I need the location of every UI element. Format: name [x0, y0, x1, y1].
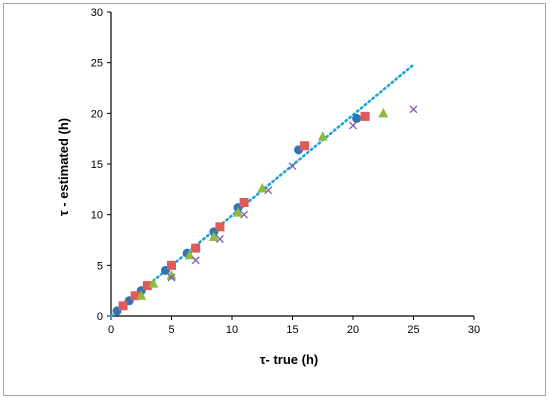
data-point-triangle: [208, 231, 219, 241]
y-tick-label: 30: [91, 7, 103, 19]
x-axis-title: τ- true (h): [260, 352, 319, 367]
y-tick-label: 15: [91, 159, 103, 171]
data-point-triangle: [136, 290, 147, 300]
data-point-square: [215, 222, 225, 232]
data-point-x: [288, 162, 297, 170]
data-point-square: [130, 291, 140, 301]
x-tick-label: 30: [468, 324, 480, 336]
tick-labels: 0 5 10 15 20 25 30 0 5 10 15 20 25 30: [91, 7, 480, 336]
data-point-x: [264, 186, 273, 195]
data-point-square: [191, 243, 201, 253]
y-tick-label: 10: [91, 210, 103, 222]
data-point-triangle: [257, 182, 268, 193]
x-tick-label: 5: [168, 324, 174, 336]
data-point-square: [167, 260, 176, 270]
data-point-x: [215, 235, 224, 243]
data-point-square: [360, 111, 370, 121]
y-tick-label: 20: [91, 108, 103, 120]
data-point-square: [118, 301, 128, 311]
data-point-triangle: [378, 107, 389, 118]
scatter-plot: 0 5 10 15 20 25 30 0 5 10 15 20 25 30 τ- true (h) τ -…: [56, 7, 480, 367]
y-tick-label: 0: [97, 311, 103, 323]
y-tick-label: 25: [91, 58, 103, 70]
y-tick-label: 5: [97, 260, 103, 272]
data-point-x: [167, 273, 176, 282]
data-point-x: [191, 256, 200, 265]
data-point-triangle: [148, 278, 159, 288]
data-points: [112, 105, 418, 316]
data-point-square: [300, 141, 310, 151]
data-point-x: [240, 210, 249, 219]
data-point-square: [142, 281, 152, 291]
data-point-x: [349, 121, 357, 130]
axes: [107, 11, 475, 320]
x-tick-label: 0: [108, 324, 114, 336]
x-tick-label: 20: [347, 324, 359, 336]
chart-frame: 0 5 10 15 20 25 30 0 5 10 15 20 25 30 τ- true (h) τ -…: [3, 3, 546, 396]
data-point-x: [409, 105, 418, 114]
data-point-triangle: [166, 269, 177, 280]
x-tick-label: 15: [286, 324, 298, 336]
data-point-triangle: [317, 131, 328, 141]
data-point-square: [239, 198, 249, 208]
x-tick-label: 10: [226, 324, 238, 336]
data-point-triangle: [233, 207, 244, 217]
data-point-circle: [352, 113, 362, 123]
y-axis-title: τ - estimated (h): [56, 118, 71, 216]
x-tick-label: 25: [407, 324, 419, 336]
